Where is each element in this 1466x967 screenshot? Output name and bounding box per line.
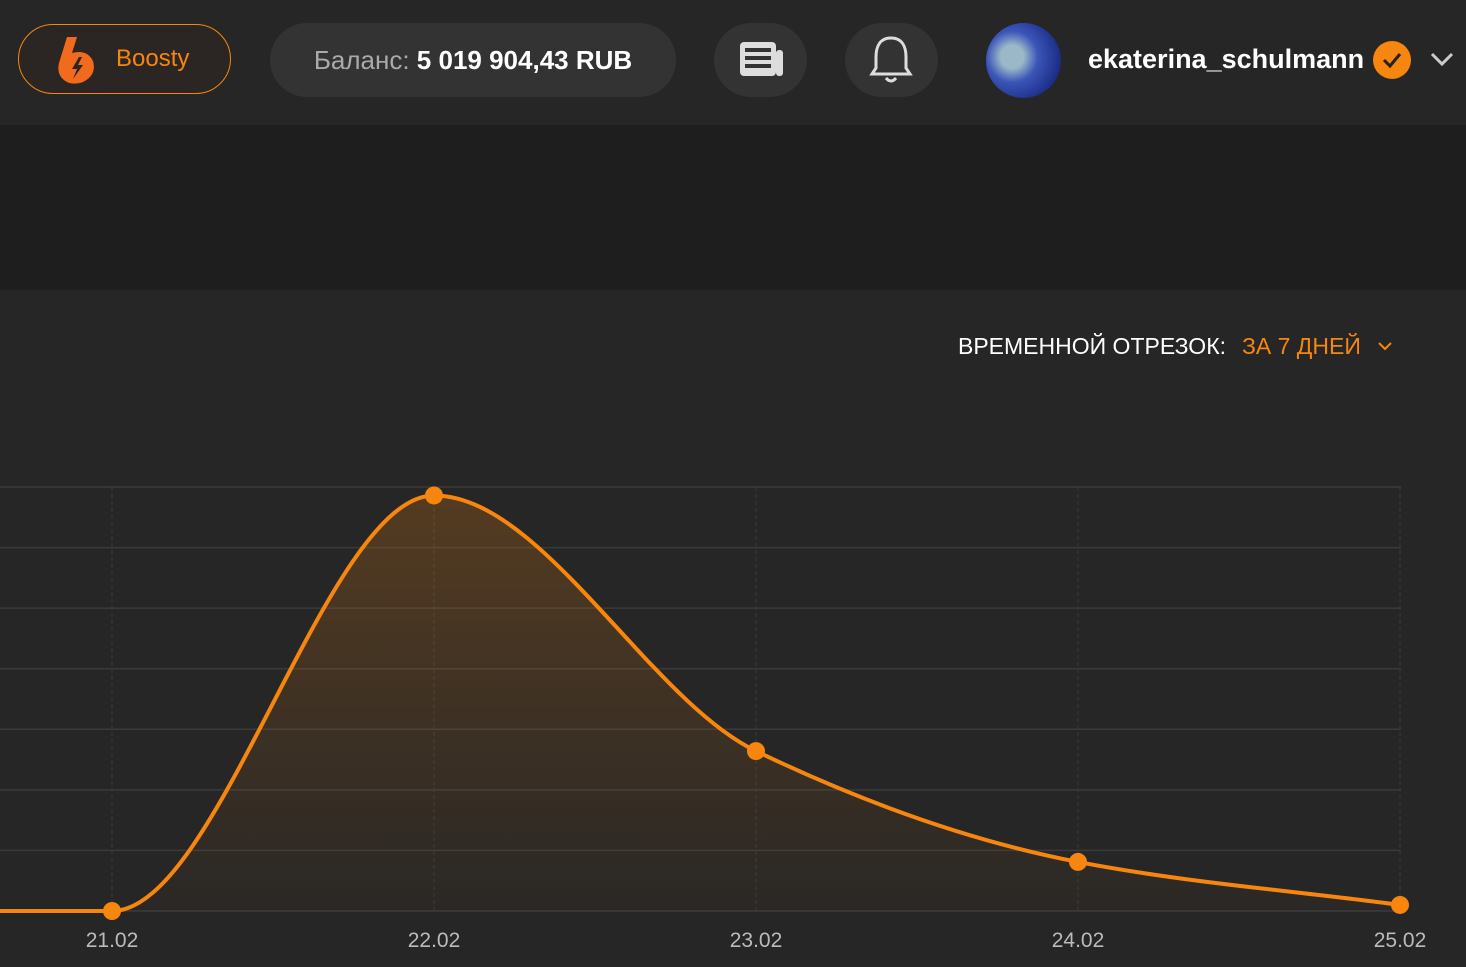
point — [747, 742, 765, 761]
point — [1391, 895, 1409, 914]
balance[interactable]: Баланс: 5 019 904,43 RUB — [270, 23, 676, 97]
x-tick-label: 23.02 — [730, 929, 783, 952]
bell-icon — [869, 36, 913, 83]
point — [425, 486, 443, 505]
x-tick-label: 22.02 — [408, 929, 461, 952]
balance-label: Баланс: — [313, 45, 410, 75]
filter-label: ВРЕМЕННОЙ ОТРЕЗОК: — [958, 333, 1226, 359]
verified-and-menu[interactable] — [1372, 40, 1462, 80]
x-tick-label: 21.02 — [86, 929, 139, 952]
area-fill — [0, 495, 1400, 912]
period-filter[interactable]: ВРЕМЕННОЙ ОТРЕЗОК: ЗА 7 ДНЕЙ — [958, 333, 1399, 360]
balance-value: 5 019 904,43 RUB — [416, 45, 633, 75]
news-icon — [740, 42, 783, 76]
notifications-button[interactable] — [845, 23, 938, 97]
logo-text: Boosty — [116, 45, 190, 72]
filter-value[interactable]: ЗА 7 ДНЕЙ — [1241, 333, 1361, 359]
filter-chevron — [1378, 342, 1392, 351]
point — [1069, 852, 1087, 871]
username[interactable]: ekaterina_schulmann — [1088, 44, 1365, 74]
logo-icon — [58, 37, 94, 84]
x-tick-label: 25.02 — [1374, 929, 1427, 952]
x-tick-label: 24.02 — [1052, 929, 1105, 952]
logo-button[interactable]: Boosty — [18, 24, 231, 94]
line — [0, 493, 1401, 914]
point — [103, 902, 121, 920]
avatar[interactable] — [986, 23, 1061, 98]
banner-band — [0, 125, 1466, 290]
news-button[interactable] — [714, 23, 807, 97]
